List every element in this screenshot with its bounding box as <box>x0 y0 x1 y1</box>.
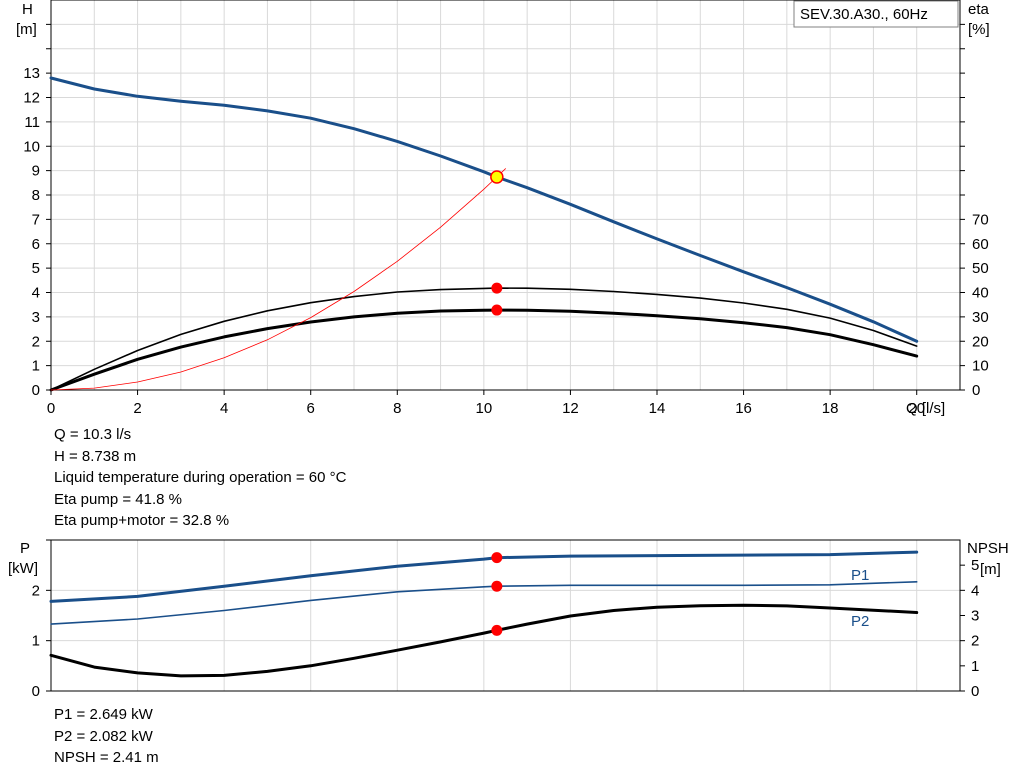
x-tick-label: 20 <box>908 400 925 417</box>
y-tick-label: 3 <box>32 309 40 326</box>
p2-series-label: P2 <box>851 613 869 630</box>
head-axis-label: H <box>22 1 33 18</box>
series-eta-pump-line <box>50 287 918 391</box>
head-chart-axes: 0 2 4 6 8 10 12 14 16 18 2001234567891011121301020… <box>23 23 989 417</box>
power-readout: P1 = 2.649 kW P2 = 2.082 kW NPSH = 2.41 … <box>54 704 159 769</box>
operating-point-head-marker <box>490 170 504 184</box>
y-tick-label: 2 <box>32 582 40 599</box>
head-axis-unit: [m] <box>16 21 37 38</box>
y2-tick-label: 40 <box>972 285 989 302</box>
y2-tick-label: 4 <box>971 582 979 599</box>
y2-tick-label: 20 <box>972 333 989 350</box>
eta-axis-label: eta <box>968 1 990 18</box>
readout-head: H = 8.738 m <box>54 447 137 465</box>
power-axis-unit: [kW] <box>8 560 38 577</box>
x-tick-label: 8 <box>393 400 401 417</box>
y2-tick-label: 30 <box>972 309 989 326</box>
y2-tick-label: 0 <box>971 683 979 700</box>
series-system-curve-line <box>50 168 506 391</box>
x-tick-label: 12 <box>562 400 579 417</box>
operating-point-eta-pump-marker <box>491 282 503 294</box>
series-p2-line <box>50 581 918 625</box>
y-tick-label: 2 <box>32 333 40 350</box>
y-tick-label: 10 <box>23 138 40 155</box>
x-tick-label: 10 <box>476 400 493 417</box>
x-tick-label: 6 <box>307 400 315 417</box>
series-eta-pump-motor-line <box>49 308 919 392</box>
y2-tick-label: 1 <box>971 658 979 675</box>
chart-title: SEV.30.A30., 60Hz <box>800 6 928 23</box>
power-chart-series <box>49 550 919 678</box>
operating-point-p2-marker <box>491 580 503 592</box>
series-head-line <box>49 76 919 343</box>
y2-tick-label: 5 <box>971 557 979 574</box>
head-chart-grid <box>51 0 960 390</box>
y-tick-label: 0 <box>32 382 40 399</box>
y2-tick-label: 3 <box>971 608 979 625</box>
series-p1-line <box>49 550 919 603</box>
readout-p2: P2 = 2.082 kW <box>54 727 153 745</box>
readout-flow: Q = 10.3 l/s <box>54 426 132 443</box>
y-tick-label: 1 <box>32 358 40 375</box>
x-tick-label: 4 <box>220 400 228 417</box>
readout-eta-pump: Eta pump = 41.8 % <box>54 490 182 508</box>
operating-point-p1-marker <box>491 552 503 564</box>
eta-axis-unit: [%] <box>968 21 990 38</box>
y-tick-label: 12 <box>23 90 40 107</box>
power-chart-axes: 0 1 2 0 1 2 3 4 5 <box>32 539 979 700</box>
y2-tick-label: 0 <box>972 382 980 399</box>
y2-tick-label: 10 <box>972 358 989 375</box>
y-tick-label: 6 <box>32 236 40 253</box>
y-tick-label: 4 <box>32 285 40 302</box>
y-tick-label: 0 <box>32 683 40 700</box>
x-tick-label: 2 <box>133 400 141 417</box>
npsh-axis-label: NPSH <box>967 540 1009 557</box>
npsh-axis-unit: [m] <box>980 561 1001 578</box>
readout-eta-pump-motor: Eta pump+motor = 32.8 % <box>54 512 230 529</box>
head-chart-series <box>49 76 919 392</box>
y-tick-label: 1 <box>32 633 40 650</box>
y-tick-label: 11 <box>24 114 40 131</box>
power-chart-grid <box>51 540 960 691</box>
y-tick-label: 5 <box>32 260 40 277</box>
readout-liquid-temperature: Liquid temperature during operation = 60… <box>54 469 347 486</box>
y2-tick-label: 70 <box>972 211 989 228</box>
x-tick-label: 0 <box>47 400 55 417</box>
x-tick-label: 18 <box>822 400 839 417</box>
series-npsh-line <box>49 603 919 678</box>
p1-series-label: P1 <box>851 567 869 584</box>
flow-axis-label: Q [l/s] <box>906 400 945 417</box>
power-chart: 0 1 2 0 1 2 3 4 5 P [kW] NPSH [m] P1 P2 <box>8 539 1009 700</box>
power-chart-operating-points <box>491 552 503 636</box>
readout-p1: P1 = 2.649 kW <box>54 706 153 723</box>
y-tick-label: 9 <box>32 163 40 180</box>
y-tick-label: 8 <box>32 187 40 204</box>
operating-point-readout: Q = 10.3 l/s H = 8.738 m Liquid temperat… <box>54 424 346 532</box>
head-chart: 0 2 4 6 8 10 12 14 16 18 2001234567891011121301020… <box>16 0 990 417</box>
y2-tick-label: 2 <box>971 633 979 650</box>
y2-tick-label: 60 <box>972 236 989 253</box>
operating-point-npsh-marker <box>491 624 503 636</box>
chart-title-box: SEV.30.A30., 60Hz <box>793 0 959 28</box>
power-chart-frame <box>50 539 961 692</box>
power-axis-label: P <box>20 540 30 557</box>
x-tick-label: 14 <box>649 400 666 417</box>
y2-tick-label: 50 <box>972 260 989 277</box>
x-tick-label: 16 <box>735 400 752 417</box>
head-chart-operating-points <box>490 170 504 316</box>
y-tick-label: 13 <box>23 65 40 82</box>
y-tick-label: 7 <box>32 211 40 228</box>
operating-point-eta-total-marker <box>491 304 503 316</box>
readout-npsh: NPSH = 2.41 m <box>54 749 159 766</box>
